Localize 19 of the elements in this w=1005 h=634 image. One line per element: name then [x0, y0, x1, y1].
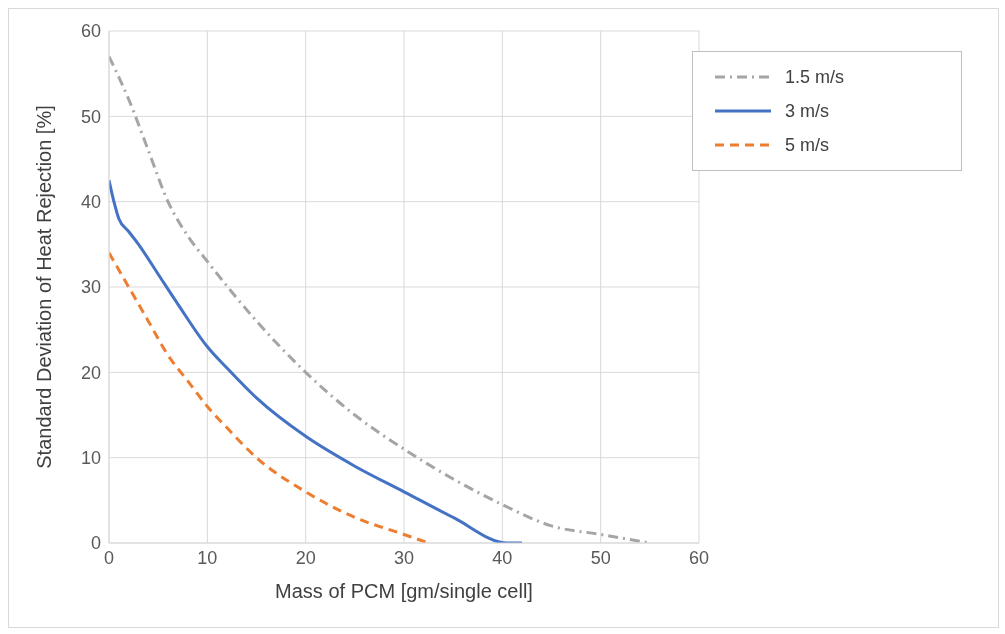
y-tick-label: 0: [90, 533, 101, 554]
legend-label: 1.5 m/s: [785, 66, 845, 88]
legend-label: 3 m/s: [785, 100, 830, 122]
x-tick-label: 50: [590, 547, 611, 568]
y-tick-label: 10: [80, 448, 101, 469]
y-tick-label: 60: [80, 21, 101, 42]
x-axis-title: Mass of PCM [gm/single cell]: [275, 580, 533, 602]
y-axis-title: Standard Deviation of Heat Rejection [%]: [33, 105, 56, 469]
x-tick-label: 10: [197, 547, 218, 568]
x-tick-label: 0: [103, 547, 115, 568]
y-tick-label: 30: [80, 277, 101, 298]
x-tick-label: 40: [492, 547, 513, 568]
x-tick-label: 30: [393, 547, 415, 568]
x-tick-label: 60: [688, 547, 710, 568]
y-tick-label: 40: [80, 192, 101, 213]
x-tick-label: 20: [295, 547, 316, 568]
y-tick-label: 50: [80, 106, 101, 127]
y-tick-label: 20: [80, 362, 101, 383]
legend-label: 5 m/s: [785, 134, 830, 156]
